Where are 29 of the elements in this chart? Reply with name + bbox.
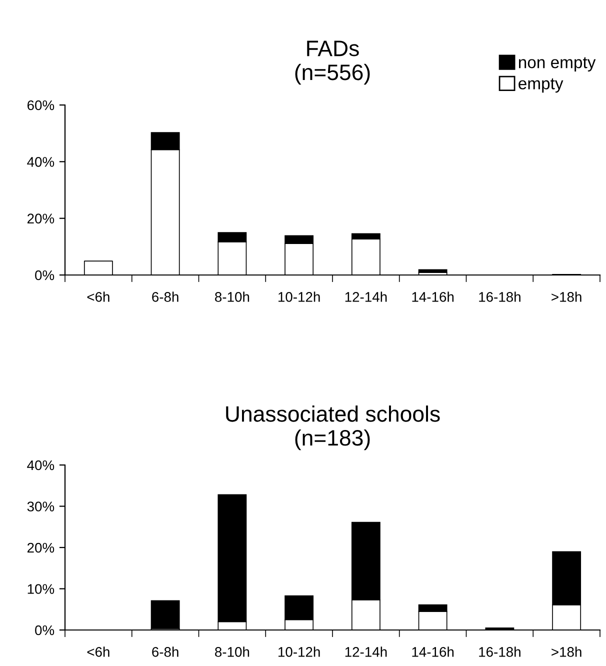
y-tick-label: 40% [27,460,54,470]
x-tick-label: 8-10h [215,646,250,657]
legend-label: non empty [518,57,596,72]
x-tick-label: 12-14h [345,646,387,657]
y-tick-label: 0% [35,625,54,636]
y-tick-label: 30% [27,502,54,512]
x-tick-label: 6-8h [152,292,178,302]
x-tick-label: <6h [87,292,110,302]
y-tick-label: 20% [27,542,54,553]
y-tick-label: 10% [28,584,54,594]
x-tick-label: 14-16h [412,646,454,657]
y-tick-label: 20% [27,214,54,224]
x-tick-label: 16-18h [479,292,520,302]
x-tick-label: 16-18h [479,646,520,657]
legend-label: empty [518,78,564,93]
x-tick-label: <6h [87,646,110,657]
chart-title: Unassociated schools (n=183) [226,406,440,450]
x-tick-label: >18h [552,646,582,657]
x-tick-label: 10-12h [278,646,320,657]
x-tick-label: >18h [552,292,582,302]
x-tick-label: 12-14h [345,292,387,302]
chart-title: FADs (n=556) [295,40,370,85]
y-tick-label: 60% [27,100,54,110]
x-tick-label: 14-16h [412,292,454,302]
y-tick-label: 0% [35,270,54,280]
x-tick-label: 10-12h [278,292,320,302]
x-tick-label: 6-8h [152,646,178,657]
x-tick-label: 8-10h [215,292,250,302]
y-tick-label: 40% [27,157,54,167]
